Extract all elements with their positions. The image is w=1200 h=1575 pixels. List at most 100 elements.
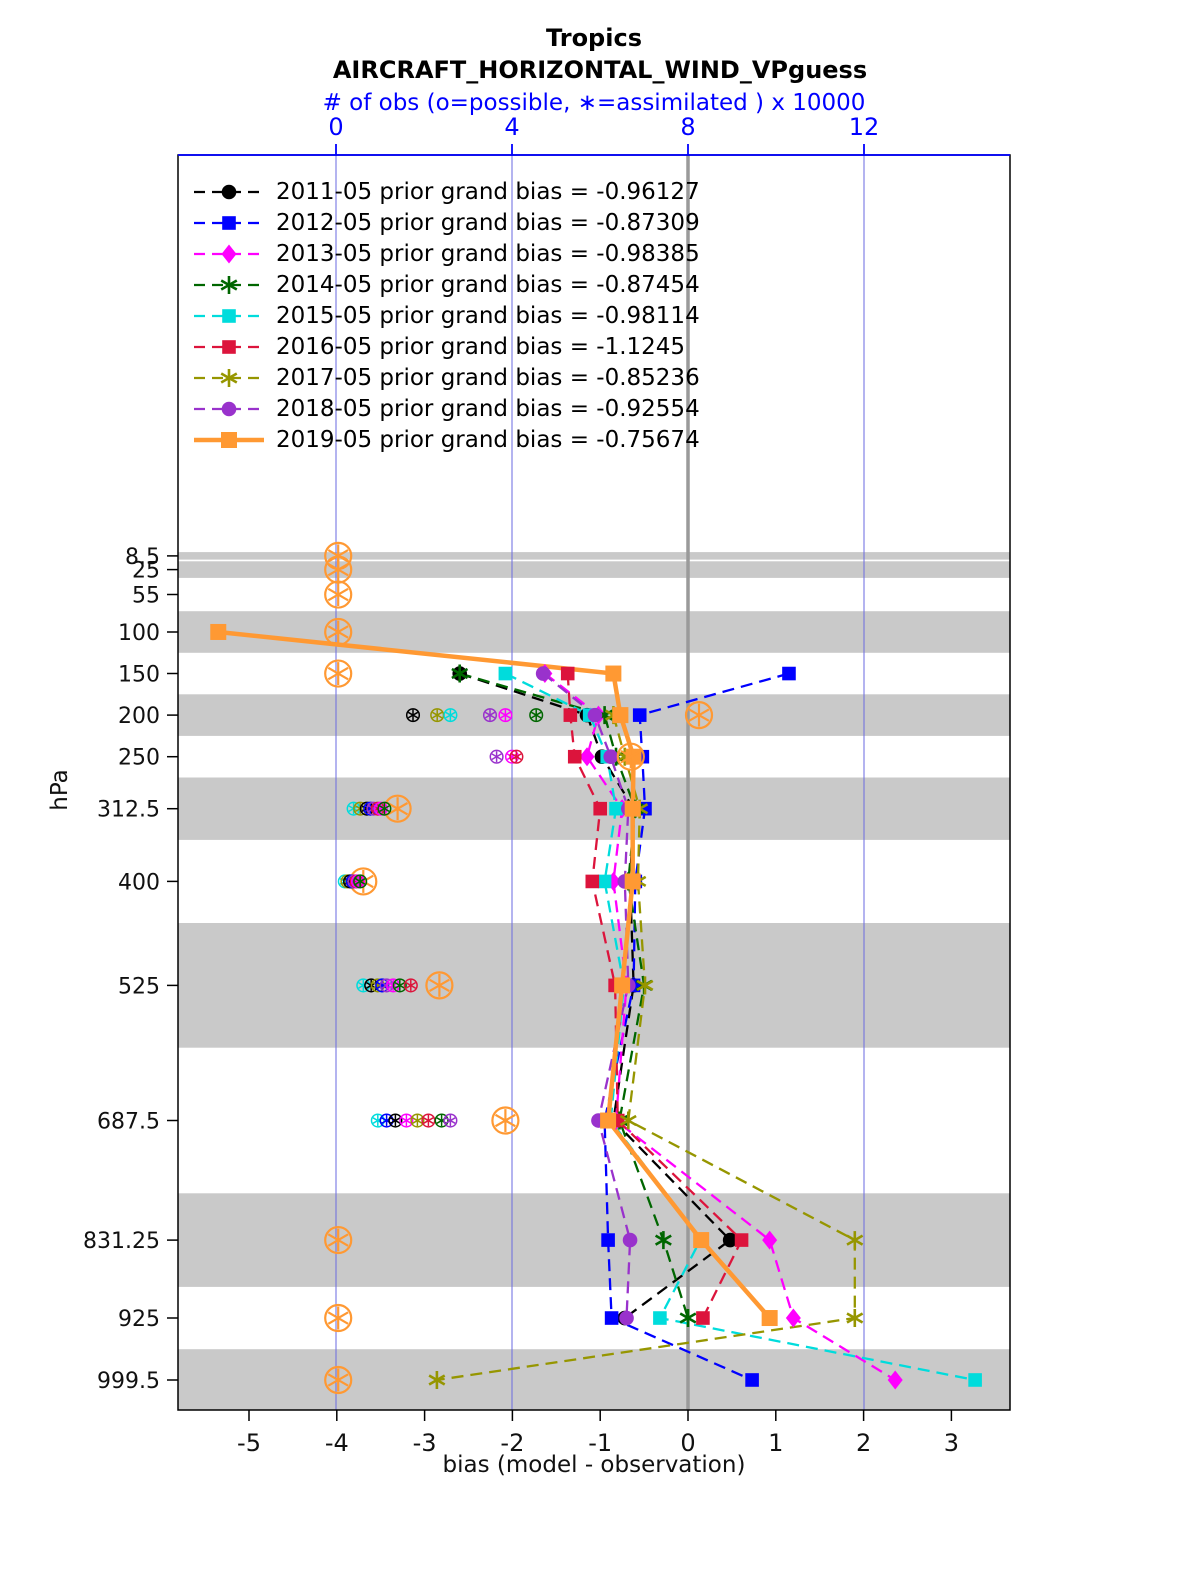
y-tick-label: 925 (118, 1307, 160, 1332)
obs-possible-marker (375, 978, 390, 993)
obs-possible-marker (434, 1113, 449, 1128)
legend-sample-2013-05 (194, 244, 264, 263)
obs-assimilated-marker (506, 753, 518, 761)
obs-possible-marker (498, 708, 513, 723)
obs-assimilated-marker (379, 805, 390, 813)
data-point-marker (585, 874, 600, 889)
data-point-marker (600, 1112, 617, 1129)
x-tick-label: 2 (856, 1429, 871, 1457)
pressure-band (178, 1193, 1010, 1287)
obs-possible-marker (324, 1303, 353, 1333)
obs-possible-marker (616, 742, 645, 771)
obs-assimilated-marker (327, 625, 349, 639)
legend-label: 2017-05 prior grand bias = -0.85236 (276, 364, 700, 391)
data-point-marker (222, 339, 236, 354)
obs-possible-marker (403, 978, 418, 993)
data-point-marker (603, 749, 619, 764)
legend-sample-2014-05 (194, 275, 264, 294)
y-tick-label: 55 (132, 584, 160, 609)
obs-assimilated-marker (390, 1117, 401, 1124)
data-point-marker (782, 666, 796, 681)
obs-assimilated-marker (327, 1233, 349, 1247)
legend-sample-2012-05 (194, 215, 264, 230)
obs-possible-marker (379, 1113, 394, 1128)
legend-marker (221, 401, 237, 416)
y-axis-label: hPa (47, 769, 73, 811)
obs-possible-marker (370, 1113, 385, 1128)
x-tick-label: -4 (325, 1429, 349, 1457)
data-point-marker (734, 1233, 749, 1247)
legend-label: 2015-05 prior grand bias = -0.98114 (276, 302, 700, 329)
obs-assimilated-marker (377, 981, 388, 989)
data-point-marker (612, 707, 629, 724)
data-point-marker (745, 1373, 759, 1387)
data-point-marker (968, 1373, 982, 1387)
data-point-marker (622, 1232, 638, 1248)
obs-tick-label: 8 (680, 113, 695, 141)
obs-possible-marker (353, 874, 368, 889)
data-point-marker (785, 1308, 801, 1328)
data-point-marker (210, 623, 227, 640)
data-point-marker (498, 666, 513, 681)
y-tick-label: 525 (118, 974, 160, 999)
data-point-marker (567, 749, 582, 764)
obs-assimilated-marker (387, 802, 409, 816)
x-tick-label: 3 (944, 1429, 959, 1457)
obs-possible-marker (373, 801, 388, 816)
obs-possible-marker (388, 1113, 403, 1128)
obs-tick-label: 12 (849, 113, 880, 141)
obs-possible-marker (324, 1365, 353, 1395)
obs-possible-marker (324, 1225, 353, 1255)
x-tick-label: -3 (413, 1429, 437, 1457)
data-point-marker (609, 801, 623, 816)
data-point-marker (220, 278, 238, 291)
obs-assimilated-marker (327, 1373, 349, 1387)
y-tick-label: 999.5 (97, 1369, 160, 1394)
obs-possible-marker (399, 1113, 414, 1128)
data-point-marker (887, 1370, 903, 1390)
obs-assimilated-marker (491, 753, 502, 761)
legend-marker (222, 339, 236, 354)
obs-possible-marker (324, 580, 353, 609)
x-tick-label: 1 (768, 1429, 783, 1457)
data-point-marker (614, 977, 631, 994)
legend-marker (222, 308, 236, 323)
y-tick-label: 8.5 (125, 545, 160, 570)
obs-possible-marker (324, 659, 353, 688)
legend-marker (220, 368, 238, 387)
obs-markers (324, 541, 714, 1395)
obs-possible-marker (504, 749, 520, 764)
legend-entry-2013-05: 2013-05 prior grand bias = -0.98385 (192, 238, 700, 269)
chart-legend: 2011-05 prior grand bias = -0.96127 2012-… (192, 176, 700, 455)
legend-sample-2018-05 (194, 401, 264, 416)
data-point-marker (220, 371, 238, 384)
obs-possible-marker (370, 978, 385, 993)
obs-axis-title: # of obs (o=possible, ∗=assimilated ) x … (322, 90, 866, 116)
series-line-2012-05 (603, 672, 790, 1382)
obs-assimilated-marker (445, 711, 456, 719)
legend-label: 2012-05 prior grand bias = -0.87309 (276, 209, 700, 236)
obs-assimilated-marker (511, 753, 522, 761)
data-point-marker (624, 800, 641, 817)
obs-assimilated-marker (401, 1117, 412, 1124)
obs-assimilated-marker (394, 981, 405, 989)
legend-entry-2019-05: 2019-05 prior grand bias = -0.75674 (192, 424, 700, 455)
pressure-band (178, 611, 1010, 653)
data-point-marker (604, 1311, 619, 1325)
obs-assimilated-marker (500, 711, 511, 719)
data-point-marker (696, 1311, 710, 1325)
obs-assimilated-marker (358, 981, 369, 989)
legend-sample-2019-05 (194, 431, 264, 448)
obs-assimilated-marker (407, 711, 419, 719)
series-line-2015-05 (504, 672, 976, 1382)
data-point-marker (451, 667, 469, 680)
pressure-band (178, 552, 1010, 560)
legend-marker (221, 431, 237, 448)
obs-possible-marker (377, 801, 392, 816)
data-point-marker (679, 1312, 697, 1324)
legend-entry-2014-05: 2014-05 prior grand bias = -0.87454 (192, 269, 700, 300)
y-tick-label: 150 (118, 663, 160, 688)
data-point-marker (587, 707, 603, 723)
y-tick-label: 200 (118, 704, 160, 729)
